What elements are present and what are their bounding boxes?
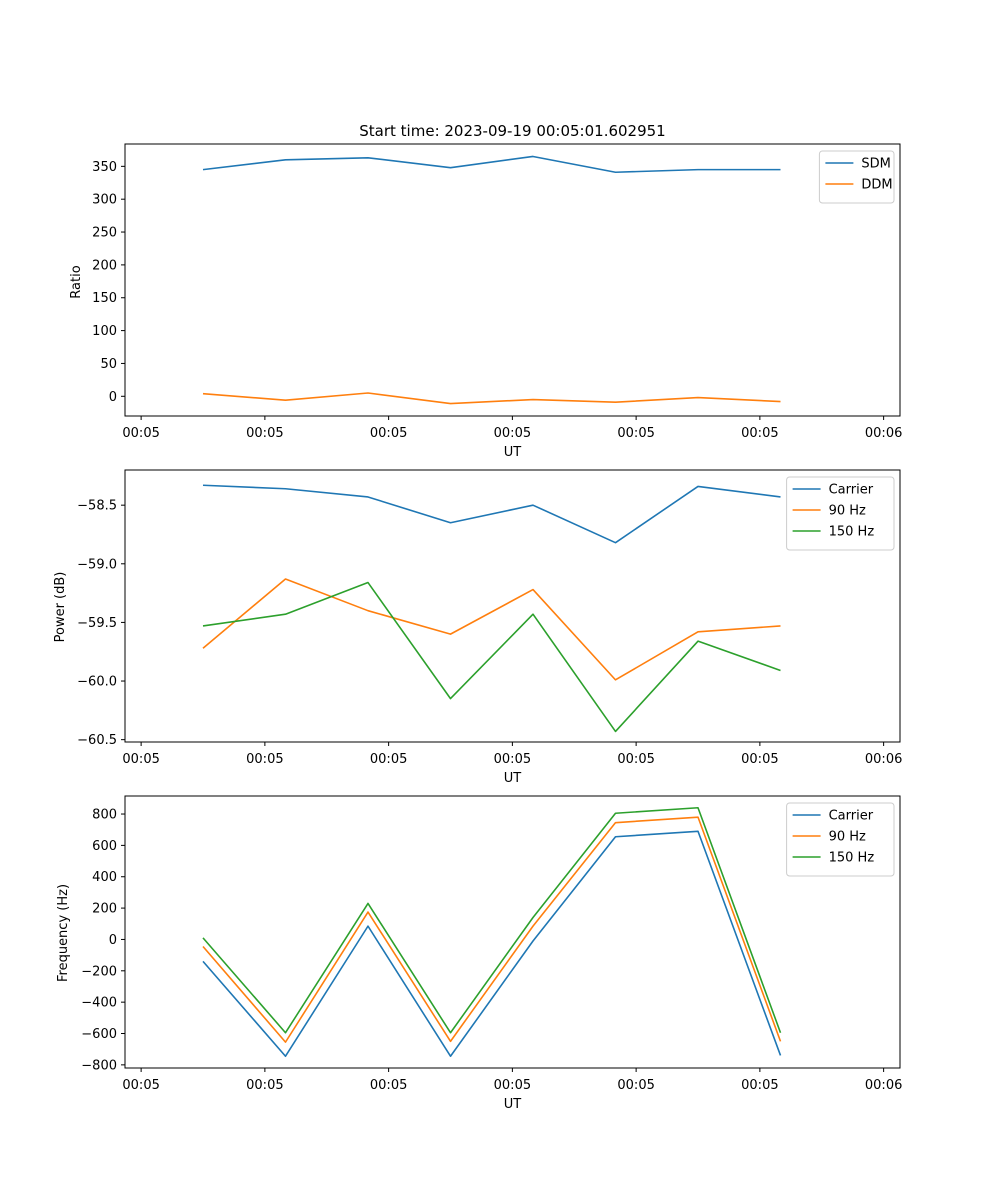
x-tick-label: 00:05 <box>617 426 654 441</box>
legend: SDM DDM <box>818 150 895 204</box>
legend-label: 90 Hz <box>829 504 866 519</box>
legend-label: SDM <box>861 157 890 172</box>
legend: Carrier 90 Hz 150 Hz <box>786 476 895 551</box>
x-tick-label: 00:05 <box>494 1078 531 1093</box>
power-plot-area: 00:05 00:05 00:05 00:05 00:05 00:05 00:06 −58.5… <box>77 469 902 767</box>
series-line-carrier <box>202 830 782 1058</box>
series-line-90-hz <box>202 578 781 681</box>
y-tick-label: −400 <box>81 996 117 1011</box>
x-tick-label: 00:05 <box>122 1078 159 1093</box>
x-tick-label: 00:05 <box>741 752 778 767</box>
legend-label: 150 Hz <box>829 525 875 540</box>
legend: Carrier 90 Hz 150 Hz <box>786 802 895 877</box>
y-tick-label: −600 <box>81 1027 117 1042</box>
series-line-90-hz <box>202 816 782 1043</box>
series-line-carrier <box>202 484 781 544</box>
x-tick-label: 00:05 <box>246 1078 283 1093</box>
x-tick-label: 00:06 <box>865 426 902 441</box>
x-tick-label: 00:05 <box>370 426 407 441</box>
legend-label: 90 Hz <box>829 830 866 845</box>
y-axis-label: Ratio <box>69 265 84 298</box>
x-tick-label: 00:05 <box>741 426 778 441</box>
y-tick-label: 350 <box>92 160 117 175</box>
y-tick-label: 200 <box>92 902 117 917</box>
y-tick-label: 800 <box>92 808 117 823</box>
y-tick-label: −200 <box>81 964 117 979</box>
y-tick-label: 600 <box>92 839 117 854</box>
x-tick-label: 00:05 <box>246 426 283 441</box>
y-tick-label: −58.5 <box>77 499 117 514</box>
ratio-plot-area: 00:05 00:05 00:05 00:05 00:05 00:05 00:06 0 50 10… <box>92 143 902 441</box>
x-tick-label: 00:05 <box>617 1078 654 1093</box>
y-tick-label: 200 <box>92 258 117 273</box>
legend-label: 150 Hz <box>829 851 875 866</box>
y-tick-label: −59.0 <box>77 557 117 572</box>
y-axis-label: Frequency (Hz) <box>56 884 71 982</box>
y-tick-label: 400 <box>92 870 117 885</box>
x-axis-label: UT <box>504 771 522 786</box>
legend-box <box>818 150 895 204</box>
y-tick-label: 150 <box>92 291 117 306</box>
y-tick-label: 50 <box>100 357 117 372</box>
y-tick-label: 300 <box>92 193 117 208</box>
y-tick-label: −60.0 <box>77 675 117 690</box>
legend-label: Carrier <box>829 483 874 498</box>
x-axis-label: UT <box>504 445 522 460</box>
series-line-sdm <box>202 155 781 174</box>
power-panel: 00:05 00:05 00:05 00:05 00:05 00:05 00:06 −58.5… <box>53 469 902 786</box>
series-line-150-hz <box>202 806 782 1034</box>
y-axis-label: Power (dB) <box>53 572 68 643</box>
y-tick-label: −59.5 <box>77 616 117 631</box>
x-tick-label: 00:06 <box>865 752 902 767</box>
frequency-plot-area: 00:05 00:05 00:05 00:05 00:05 00:05 00:06 −800 −… <box>81 795 902 1093</box>
frequency-panel: 00:05 00:05 00:05 00:05 00:05 00:05 00:06 −800 −… <box>56 795 902 1112</box>
y-tick-label: 250 <box>92 226 117 241</box>
x-tick-label: 00:05 <box>494 426 531 441</box>
y-tick-label: −800 <box>81 1058 117 1073</box>
x-tick-label: 00:05 <box>617 752 654 767</box>
y-tick-label: 0 <box>109 933 117 948</box>
legend-label: DDM <box>861 178 892 193</box>
x-tick-label: 00:05 <box>370 752 407 767</box>
x-tick-label: 00:05 <box>370 1078 407 1093</box>
chart-title: Start time: 2023-09-19 00:05:01.602951 <box>359 122 665 140</box>
y-tick-label: −60.5 <box>77 733 117 748</box>
series-line-150-hz <box>202 581 781 733</box>
y-tick-label: 0 <box>109 390 117 405</box>
x-tick-label: 00:06 <box>865 1078 902 1093</box>
x-tick-label: 00:05 <box>122 752 159 767</box>
series-line-ddm <box>202 392 781 405</box>
ratio-panel: Start time: 2023-09-19 00:05:01.602951 0… <box>69 122 902 460</box>
x-tick-label: 00:05 <box>122 426 159 441</box>
y-tick-label: 100 <box>92 324 117 339</box>
x-tick-label: 00:05 <box>494 752 531 767</box>
x-tick-label: 00:05 <box>246 752 283 767</box>
x-axis-label: UT <box>504 1097 522 1112</box>
legend-label: Carrier <box>829 809 874 824</box>
x-tick-label: 00:05 <box>741 1078 778 1093</box>
